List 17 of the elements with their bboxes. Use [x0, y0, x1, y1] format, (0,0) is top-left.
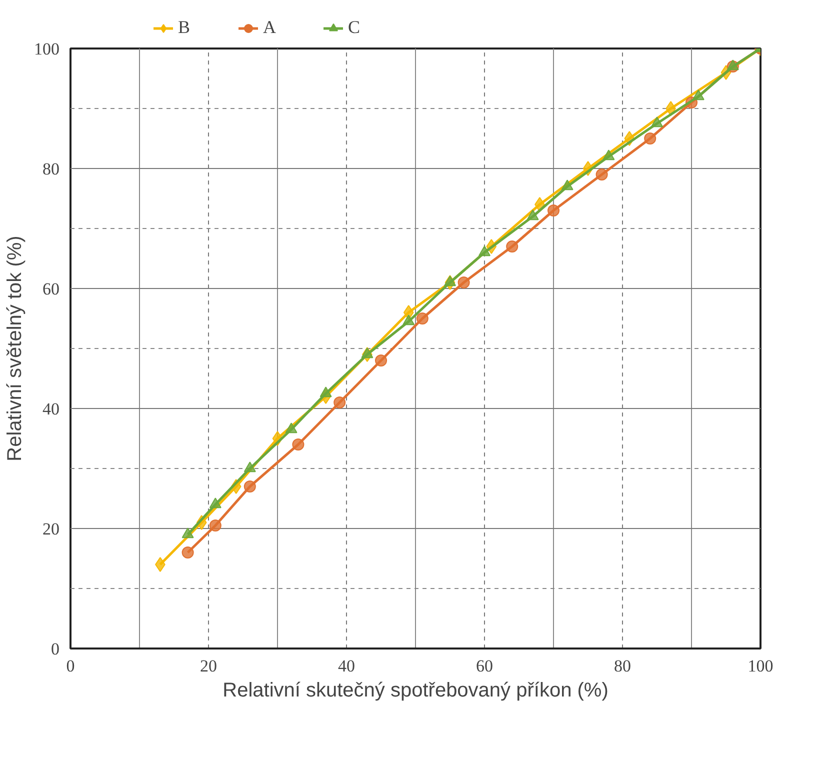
x-tick-label: 20 — [200, 656, 217, 676]
x-tick-label: 80 — [614, 656, 631, 676]
y-tick-label: 80 — [42, 160, 60, 178]
legend-label: C — [348, 17, 362, 38]
y-tick-label: 0 — [51, 640, 60, 658]
x-tick-label: 60 — [476, 656, 493, 676]
legend-label: B — [178, 17, 192, 38]
x-tick-label: 100 — [748, 656, 774, 676]
x-axis-title: Relativní skutečný spotřebovaný příkon (%) — [222, 680, 608, 702]
x-tick-label: 40 — [338, 656, 355, 676]
y-tick-label: 100 — [34, 40, 60, 58]
y-tick-label: 40 — [42, 400, 60, 418]
legend-label: A — [263, 17, 277, 38]
x-tick-label: 0 — [66, 656, 75, 676]
y-axis-title: Relativní světelný tok (%) — [4, 236, 26, 462]
y-tick-label: 60 — [42, 280, 60, 298]
y-tick-label: 20 — [42, 520, 60, 538]
